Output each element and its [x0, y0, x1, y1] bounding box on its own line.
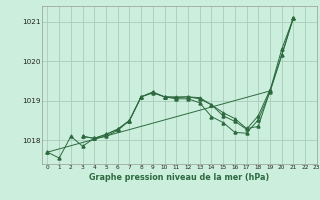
X-axis label: Graphe pression niveau de la mer (hPa): Graphe pression niveau de la mer (hPa) [89, 173, 269, 182]
